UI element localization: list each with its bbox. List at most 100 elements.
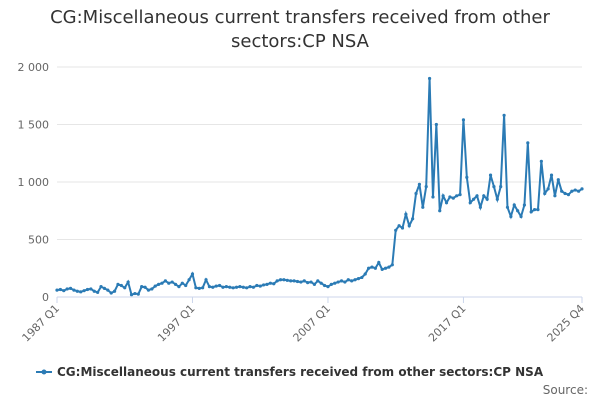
point — [580, 187, 584, 191]
point — [116, 282, 120, 286]
point — [278, 278, 283, 282]
point — [444, 201, 449, 205]
point — [299, 280, 303, 284]
point — [129, 293, 134, 297]
point — [549, 173, 554, 177]
point — [543, 191, 547, 196]
point — [160, 281, 164, 285]
point — [553, 194, 557, 198]
point — [309, 280, 313, 284]
point — [255, 283, 259, 288]
point — [272, 282, 276, 286]
point — [228, 285, 232, 289]
point — [532, 208, 537, 212]
source: Source: — [543, 383, 588, 397]
point — [197, 286, 201, 290]
point — [163, 279, 167, 283]
x-tick-label: 2007 Q1 — [291, 302, 334, 345]
point — [201, 286, 205, 290]
point — [350, 279, 354, 283]
point — [512, 203, 516, 207]
point — [502, 113, 506, 117]
point — [427, 76, 432, 81]
point — [394, 228, 398, 232]
series-line — [56, 78, 583, 296]
point — [390, 263, 394, 267]
point — [516, 209, 520, 213]
point — [356, 277, 361, 281]
point — [82, 289, 86, 293]
point — [140, 285, 144, 289]
point — [380, 267, 384, 271]
point — [312, 282, 317, 286]
point — [407, 224, 411, 228]
point — [326, 285, 330, 289]
point — [75, 289, 79, 293]
legend-label: CG:Miscellaneous current transfers recei… — [57, 365, 544, 379]
point — [251, 285, 256, 289]
x-tick-label: 1987 Q1 — [20, 302, 63, 345]
point — [221, 285, 225, 289]
point — [319, 281, 323, 285]
point — [360, 275, 364, 280]
point — [194, 286, 198, 290]
point — [441, 194, 445, 198]
point — [411, 217, 415, 221]
point — [65, 287, 69, 291]
point — [475, 194, 479, 198]
point — [370, 265, 374, 269]
point — [482, 194, 486, 198]
y-tick-label: 2 000 — [18, 61, 50, 74]
point — [458, 193, 462, 197]
point — [492, 185, 496, 189]
point — [522, 203, 527, 207]
point — [96, 290, 100, 294]
x-tick-label: 2017 Q1 — [426, 302, 469, 345]
chart-title: CG:Miscellaneous current transfers recei… — [50, 7, 550, 52]
point — [79, 290, 83, 294]
point — [499, 185, 503, 189]
point — [190, 272, 195, 276]
point — [106, 288, 110, 292]
point — [173, 282, 178, 286]
point — [58, 287, 62, 292]
point — [180, 281, 184, 285]
point — [468, 201, 472, 205]
point — [387, 265, 391, 269]
point — [431, 195, 435, 199]
point — [438, 209, 442, 213]
point — [529, 210, 533, 214]
point — [329, 282, 333, 286]
point — [556, 178, 560, 182]
point — [153, 284, 157, 288]
point — [383, 266, 388, 270]
point — [123, 286, 127, 290]
point — [295, 279, 300, 284]
point — [488, 173, 493, 177]
point — [245, 286, 249, 290]
legend-marker — [41, 369, 47, 375]
point — [424, 185, 428, 189]
point — [417, 182, 422, 186]
point — [72, 288, 76, 292]
point — [157, 282, 161, 286]
point — [85, 287, 90, 292]
point — [421, 205, 425, 209]
point — [262, 283, 266, 287]
point — [187, 278, 191, 282]
point — [397, 224, 401, 228]
point — [434, 122, 438, 127]
point — [275, 279, 279, 283]
y-tick-label: 0 — [42, 291, 49, 304]
point — [519, 214, 523, 219]
point — [248, 285, 252, 289]
point — [302, 279, 306, 283]
point — [68, 286, 73, 290]
point — [204, 278, 208, 282]
point — [346, 278, 350, 282]
point — [461, 118, 466, 122]
point — [62, 289, 66, 293]
point — [241, 285, 245, 289]
point — [55, 288, 59, 292]
